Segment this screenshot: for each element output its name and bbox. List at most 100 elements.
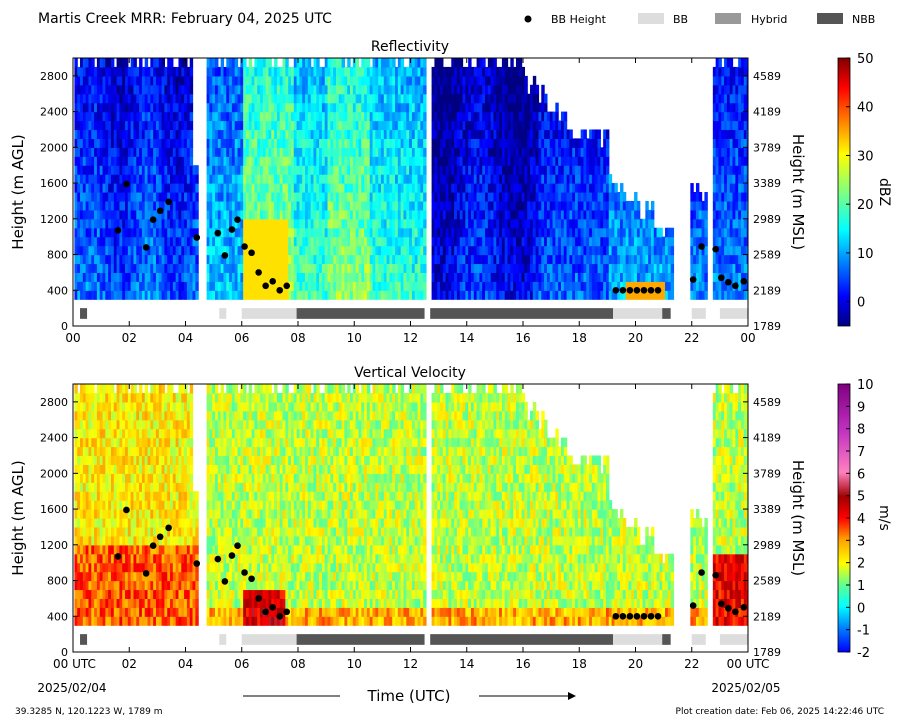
heatmap-cell bbox=[400, 147, 405, 157]
heatmap-cell bbox=[597, 129, 601, 139]
heatmap-cell bbox=[614, 290, 618, 300]
heatmap-cell bbox=[321, 192, 326, 202]
heatmap-cell bbox=[479, 192, 483, 202]
heatmap-cell bbox=[175, 129, 180, 139]
heatmap-cell bbox=[96, 272, 101, 282]
heatmap-cell bbox=[243, 245, 247, 256]
heatmap-cell bbox=[648, 209, 652, 220]
heatmap-cell bbox=[558, 272, 562, 282]
heatmap-cell bbox=[389, 58, 393, 68]
heatmap-cell bbox=[285, 138, 289, 148]
heatmap-cell bbox=[125, 254, 129, 265]
heatmap-cell bbox=[504, 218, 509, 229]
heatmap-cell bbox=[650, 290, 655, 300]
heatmap-cell bbox=[274, 272, 278, 282]
heatmap-cell bbox=[99, 129, 104, 139]
heatmap-cell bbox=[364, 192, 368, 202]
heatmap-cell bbox=[125, 111, 129, 122]
heatmap-cell bbox=[395, 120, 399, 131]
heatmap-cell bbox=[330, 84, 334, 95]
heatmap-cell bbox=[237, 192, 241, 202]
heatmap-cell bbox=[141, 84, 146, 95]
heatmap-cell bbox=[535, 102, 540, 113]
heatmap-cell bbox=[650, 254, 655, 265]
heatmap-cell bbox=[445, 209, 450, 220]
heatmap-cell bbox=[490, 183, 495, 193]
heatmap-cell bbox=[91, 120, 95, 131]
heatmap-cell bbox=[319, 147, 323, 157]
heatmap-cell bbox=[110, 236, 115, 247]
heatmap-cell bbox=[622, 272, 627, 282]
heatmap-cell bbox=[392, 58, 396, 68]
heatmap-cell bbox=[274, 218, 278, 229]
heatmap-cell bbox=[409, 227, 413, 238]
heatmap-cell bbox=[507, 263, 511, 273]
heatmap-cell bbox=[327, 192, 331, 202]
heatmap-cell bbox=[94, 218, 98, 229]
heatmap-cell bbox=[555, 192, 559, 202]
heatmap-cell bbox=[603, 183, 607, 193]
heatmap-cell bbox=[234, 156, 239, 166]
heatmap-cell bbox=[448, 245, 452, 256]
heatmap-cell bbox=[189, 111, 194, 122]
heatmap-cell bbox=[546, 174, 551, 184]
heatmap-cell bbox=[473, 129, 478, 139]
heatmap-cell bbox=[282, 174, 286, 184]
heatmap-cell bbox=[274, 147, 278, 157]
heatmap-cell bbox=[465, 129, 469, 139]
heatmap-cell bbox=[338, 218, 343, 229]
heatmap-cell bbox=[518, 227, 523, 238]
heatmap-cell bbox=[265, 111, 270, 122]
heatmap-cell bbox=[178, 263, 182, 273]
heatmap-cell bbox=[355, 263, 360, 273]
heatmap-cell bbox=[234, 174, 239, 184]
heatmap-cell bbox=[608, 218, 613, 229]
heatmap-cell bbox=[243, 227, 247, 238]
heatmap-cell bbox=[600, 272, 604, 282]
heatmap-cell bbox=[347, 236, 351, 247]
heatmap-cell bbox=[164, 272, 168, 282]
heatmap-cell bbox=[392, 281, 396, 291]
heatmap-cell bbox=[566, 281, 570, 291]
heatmap-cell bbox=[161, 93, 165, 104]
heatmap-cell bbox=[541, 272, 545, 282]
heatmap-cell bbox=[234, 290, 239, 300]
heatmap-cell bbox=[423, 290, 427, 300]
heatmap-cell bbox=[532, 174, 537, 184]
heatmap-cell bbox=[102, 111, 106, 122]
heatmap-cell bbox=[454, 272, 458, 282]
heatmap-cell bbox=[355, 200, 360, 211]
heatmap-cell bbox=[636, 200, 641, 211]
heatmap-cell bbox=[237, 111, 241, 122]
heatmap-cell bbox=[172, 93, 177, 104]
heatmap-cell bbox=[358, 84, 362, 95]
heatmap-cell bbox=[389, 281, 393, 291]
heatmap-cell bbox=[136, 227, 140, 238]
heatmap-cell bbox=[605, 147, 610, 157]
heatmap-cell bbox=[608, 290, 613, 300]
heatmap-cell bbox=[659, 254, 663, 265]
heatmap-cell bbox=[206, 138, 210, 148]
heatmap-cell bbox=[231, 192, 236, 202]
heatmap-cell bbox=[501, 120, 506, 131]
heatmap-cell bbox=[594, 192, 599, 202]
heatmap-cell bbox=[577, 245, 582, 256]
heatmap-cell bbox=[77, 227, 81, 238]
heatmap-cell bbox=[403, 236, 407, 247]
heatmap-cell bbox=[206, 120, 210, 131]
heatmap-cell bbox=[155, 174, 160, 184]
heatmap-cell bbox=[170, 156, 174, 166]
heatmap-cell bbox=[558, 156, 562, 166]
heatmap-cell bbox=[485, 290, 489, 300]
heatmap-cell bbox=[293, 165, 298, 175]
heatmap-cell bbox=[172, 183, 177, 193]
heatmap-cell bbox=[372, 236, 376, 247]
heatmap-cell bbox=[265, 75, 270, 86]
heatmap-cell bbox=[406, 102, 410, 113]
heatmap-cell bbox=[586, 227, 590, 238]
heatmap-cell bbox=[189, 218, 194, 229]
heatmap-cell bbox=[572, 218, 576, 229]
heatmap-cell bbox=[80, 138, 84, 148]
heatmap-cell bbox=[116, 254, 120, 265]
heatmap-cell bbox=[274, 200, 278, 211]
